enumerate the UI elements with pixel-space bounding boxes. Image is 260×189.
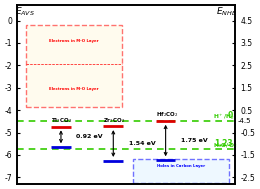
Text: 0.92 eV: 0.92 eV	[76, 134, 103, 139]
Text: -4.5: -4.5	[238, 118, 251, 124]
Text: H$^+$/H$_2$: H$^+$/H$_2$	[212, 113, 234, 122]
Bar	[26, 25, 122, 107]
Text: Electrons in M-O Layer: Electrons in M-O Layer	[49, 87, 99, 91]
Text: Electrons in M-O Layer: Electrons in M-O Layer	[49, 39, 99, 43]
Text: H$_2$O/O$_2$: H$_2$O/O$_2$	[212, 141, 237, 150]
Bar	[133, 160, 229, 183]
Text: Ti$_2$CO$_2$: Ti$_2$CO$_2$	[51, 116, 72, 125]
Text: Zr$_2$CO$_2$: Zr$_2$CO$_2$	[103, 116, 126, 125]
Text: 1.75 eV: 1.75 eV	[181, 138, 208, 143]
Text: 1.54 eV: 1.54 eV	[128, 141, 155, 146]
Text: 0: 0	[228, 111, 233, 120]
Text: 1.23: 1.23	[214, 139, 233, 148]
Text: $E_{NHE}$: $E_{NHE}$	[216, 6, 238, 18]
Text: Hf$_2$CO$_2$: Hf$_2$CO$_2$	[156, 110, 178, 119]
Text: Holes in Carbon Layer: Holes in Carbon Layer	[157, 164, 205, 168]
Text: $E_{AVS}$: $E_{AVS}$	[15, 6, 35, 18]
